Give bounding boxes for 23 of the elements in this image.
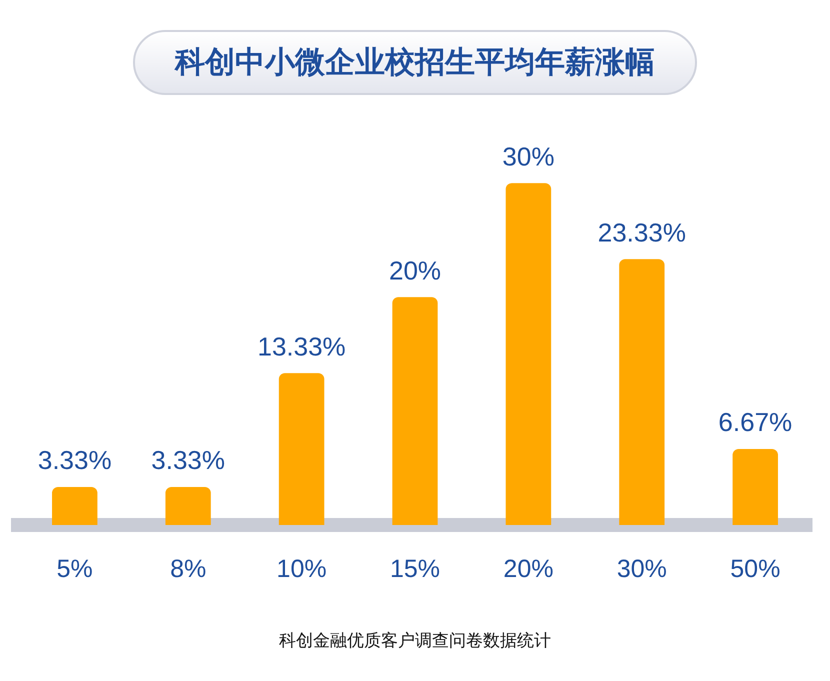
x-tick-label: 50% — [730, 554, 780, 583]
bar — [52, 487, 98, 525]
x-tick-label: 8% — [170, 554, 206, 583]
data-label: 13.33% — [257, 331, 346, 362]
bar — [732, 448, 778, 525]
data-label: 3.33% — [38, 445, 112, 476]
data-label: 6.67% — [718, 407, 792, 438]
bar — [506, 183, 552, 525]
bar — [392, 297, 438, 525]
data-label: 23.33% — [598, 217, 686, 248]
x-tick-label: 30% — [616, 554, 667, 583]
bar — [619, 259, 665, 525]
x-tick-label: 5% — [56, 554, 93, 583]
text: 科创金融优质客户调查问卷数据统计 — [278, 630, 552, 652]
bar — [165, 487, 211, 525]
data-label: 3.33% — [151, 445, 226, 476]
x-tick-label: 10% — [276, 554, 327, 583]
chart-title: 科创中小微企业校招生平均年薪涨幅 — [133, 30, 697, 95]
bar — [278, 373, 324, 525]
x-tick-label: 15% — [390, 554, 440, 583]
data-label: 20% — [388, 255, 442, 286]
x-tick-label: 20% — [503, 554, 554, 583]
data-label: 30% — [502, 141, 554, 172]
